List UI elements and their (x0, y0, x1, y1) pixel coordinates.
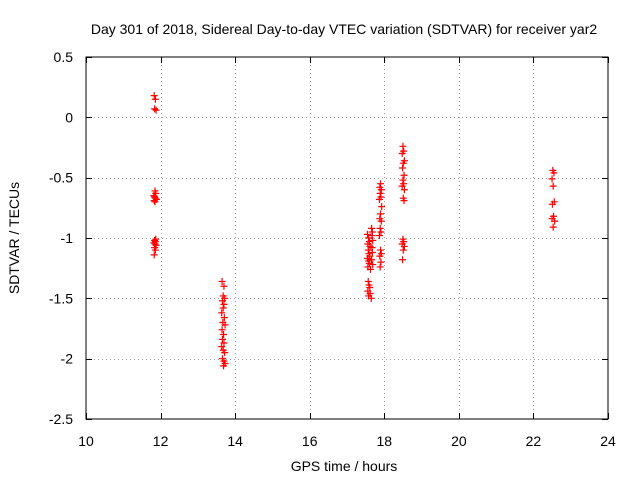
data-point (399, 164, 407, 172)
data-point (218, 277, 226, 285)
data-point (220, 314, 228, 322)
data-point (218, 335, 226, 343)
data-point (220, 300, 228, 308)
data-point (378, 203, 386, 211)
data-point (368, 256, 376, 264)
y-tick-label: -1 (61, 230, 74, 246)
data-point (549, 182, 557, 190)
data-point (219, 304, 227, 312)
data-point (151, 105, 159, 113)
data-point (366, 283, 374, 291)
data-point (364, 246, 372, 254)
data-point (218, 343, 226, 351)
data-point (221, 321, 229, 329)
data-point (398, 182, 406, 190)
data-point (220, 282, 228, 290)
x-axis-label: GPS time / hours (291, 458, 398, 474)
data-point (220, 362, 228, 370)
data-point (400, 242, 408, 250)
data-point (551, 217, 559, 225)
data-point (399, 176, 407, 184)
data-point (399, 142, 407, 150)
data-point (367, 294, 375, 302)
data-point (377, 180, 385, 188)
data-point (218, 309, 226, 317)
data-point (548, 200, 556, 208)
data-point (399, 159, 407, 167)
y-tick-label: 0 (65, 109, 73, 125)
data-point (366, 265, 374, 273)
data-point (369, 261, 377, 269)
y-tick-label: -0.5 (49, 170, 73, 186)
data-point (377, 217, 385, 225)
data-point (398, 150, 406, 158)
data-point (550, 169, 558, 177)
x-tick-label: 18 (376, 433, 392, 449)
data-point (376, 263, 384, 271)
data-point (151, 246, 159, 254)
x-tick-label: 16 (302, 433, 318, 449)
data-point (548, 175, 556, 183)
data-points (150, 92, 559, 370)
data-point (150, 251, 158, 259)
x-tick-label: 22 (526, 433, 542, 449)
axis-ticks (86, 57, 609, 420)
grid (86, 57, 608, 419)
x-tick-label: 12 (153, 433, 169, 449)
data-point (400, 171, 408, 179)
y-axis-label: SDTVAR / TECUs (6, 182, 22, 294)
data-point (151, 95, 159, 103)
data-point (150, 197, 158, 205)
data-point (364, 230, 372, 238)
data-point (364, 277, 372, 285)
data-point (377, 228, 385, 236)
y-tick-label: -1.5 (49, 290, 73, 306)
data-point (151, 198, 159, 206)
data-point (220, 331, 228, 339)
x-tick-label: 10 (78, 433, 94, 449)
x-tick-label: 14 (227, 433, 243, 449)
data-point (375, 195, 383, 203)
data-point (399, 246, 407, 254)
data-point (400, 197, 408, 205)
data-point (399, 256, 407, 264)
y-tick-label: -2 (61, 351, 74, 367)
data-point (218, 326, 226, 334)
data-point (220, 339, 228, 347)
data-point (368, 248, 376, 256)
chart-title: Day 301 of 2018, Sidereal Day-to-day VTE… (91, 21, 597, 37)
data-point (150, 92, 158, 100)
data-point (218, 297, 226, 305)
data-point (376, 252, 384, 260)
data-point (377, 210, 385, 218)
data-point (377, 246, 385, 254)
data-point (376, 224, 384, 232)
x-tick-labels: 10 12 14 16 18 20 22 24 (78, 433, 616, 449)
data-point (549, 223, 557, 231)
data-point (377, 258, 385, 266)
data-point (368, 232, 376, 240)
data-point (376, 189, 384, 197)
data-point (375, 232, 383, 240)
y-tick-label: -2.5 (49, 411, 73, 427)
data-point (369, 236, 377, 244)
data-point (400, 186, 408, 194)
y-tick-labels: -2.5 -2 -1.5 -1 -0.5 0 0.5 (49, 49, 73, 427)
x-tick-label: 20 (451, 433, 467, 449)
data-point (368, 224, 376, 232)
data-point (377, 186, 385, 194)
x-tick-label: 24 (600, 433, 616, 449)
data-point (221, 349, 229, 357)
data-point (365, 259, 373, 267)
y-tick-label: 0.5 (54, 49, 74, 65)
data-point (152, 106, 160, 114)
